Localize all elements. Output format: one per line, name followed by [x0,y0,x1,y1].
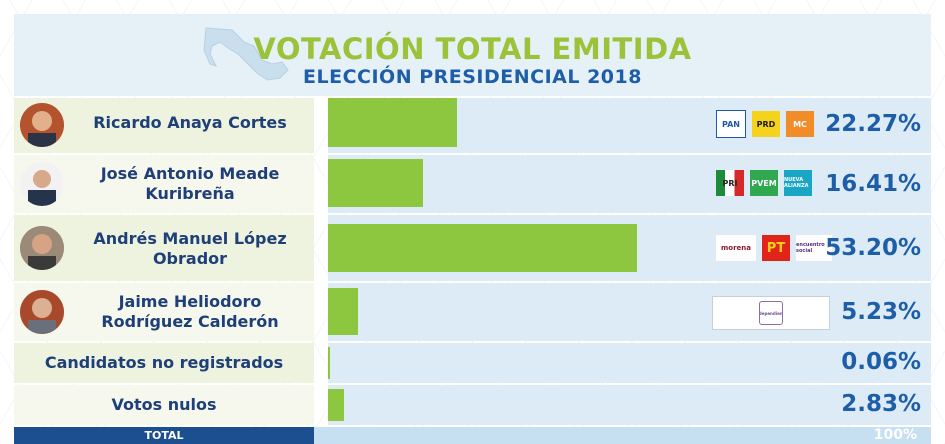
chart-subtitle: ELECCIÓN PRESIDENCIAL 2018 [303,66,642,88]
total-value: 100% [873,427,917,443]
candidate-name-line1: Ricardo Anaya Cortes [93,113,287,132]
candidate-name: José Antonio Meade Kuribreña [70,164,310,204]
vote-bar [328,389,345,421]
party-logo-label: PT [766,240,786,256]
percent-label: 22.27% [825,111,921,137]
candidate-row-amlo: Andrés Manuel López Obrador morena PT en… [14,215,931,281]
row-label: Candidatos no registrados [44,353,284,372]
party-logo-label: morena [720,244,751,252]
party-logo-pan-icon: PAN [716,110,746,138]
name-cell [14,155,314,213]
candidate-name: Jaime Heliodoro Rodríguez Calderón [70,292,310,332]
bar-area [328,385,688,425]
bar-area [328,343,688,383]
mexico-map-icon [203,27,289,81]
percent-label: 2.83% [841,391,921,417]
candidate-name-line2: Rodríguez Calderón [101,312,279,331]
vote-bar [328,224,637,272]
candidate-name-line1: Andrés Manuel López [93,229,287,248]
party-logo-mc-icon: MC [786,111,814,137]
party-logos: PRI PVEM NUEVA ALIANZA [716,170,812,196]
total-row: TOTAL 100% [14,427,931,444]
bar-area [328,98,688,153]
party-logos: morena PT encuentro social [716,235,832,261]
percent-label: 5.23% [841,299,921,325]
row-no-registrados: Candidatos no registrados 0.06% [14,343,931,383]
percent-area: 0.06% [688,343,931,383]
vote-bar [328,288,359,335]
candidate-name: Ricardo Anaya Cortes [70,113,310,133]
party-logo-label: PVEM [751,178,777,188]
vote-bar [328,98,458,147]
party-logo-pvem-icon: PVEM [750,170,778,196]
party-percent-area: independiente 5.23% [688,283,931,341]
candidate-photo-avatar [20,226,64,270]
party-logo-pri-icon: PRI [716,170,744,196]
row-label: Votos nulos [111,395,217,414]
candidate-name-line2: Kuribreña [145,184,235,203]
name-cell [14,343,314,383]
candidate-name-line1: Jaime Heliodoro [118,292,262,311]
party-logos: PAN PRD MC [716,110,814,138]
total-bar: 100% [314,427,931,444]
party-logo-label: encuentro social [796,242,825,254]
party-logo-nueva-alianza-icon: NUEVA ALIANZA [784,170,812,196]
party-percent-area: PRI PVEM NUEVA ALIANZA 16.41% [688,155,931,213]
party-logo-label: independiente [759,310,783,316]
party-percent-area: PAN PRD MC 22.27% [688,98,931,153]
total-label: TOTAL [14,427,314,444]
percent-area: 2.83% [688,385,931,425]
party-logo-label: PRI [722,178,738,188]
party-logo-prd-icon: PRD [752,111,780,137]
chart-title: VOTACIÓN TOTAL EMITIDA [253,32,692,66]
candidate-photo-avatar [20,103,64,147]
percent-label: 16.41% [825,171,921,197]
vote-bar [328,347,330,379]
row-votos-nulos: Votos nulos 2.83% [14,385,931,425]
candidate-name-line2: Obrador [152,249,228,268]
name-cell [14,385,314,425]
candidate-row-anaya: Ricardo Anaya Cortes PAN PRD MC 22.27% [14,98,931,153]
party-logo-label: PAN [721,119,740,129]
party-logo-label: NUEVA ALIANZA [784,177,809,189]
candidate-photo-avatar [20,290,64,334]
bar-area [328,215,688,281]
party-logo-pt-icon: PT [762,235,790,261]
party-percent-area: morena PT encuentro social 53.20% [688,215,931,281]
independent-logo-box: independiente [712,296,830,330]
party-logo-label: MC [793,119,807,129]
chart-header: VOTACIÓN TOTAL EMITIDA ELECCIÓN PRESIDEN… [14,14,931,96]
vote-bar [328,159,424,207]
percent-label: 0.06% [841,349,921,375]
candidate-photo-avatar [20,162,64,206]
party-logo-label: PRD [756,119,776,129]
name-cell [14,283,314,341]
party-logo-morena-icon: morena [716,235,756,261]
party-logo-encuentro-social-icon: encuentro social [796,235,832,261]
name-cell [14,98,314,153]
candidate-name-line1: José Antonio Meade [100,164,280,183]
bar-area [328,155,688,213]
bar-area [328,283,688,341]
percent-label: 53.20% [825,235,921,261]
candidate-name: Andrés Manuel López Obrador [70,229,310,269]
candidate-row-rodriguez: Jaime Heliodoro Rodríguez Calderón indep… [14,283,931,341]
independent-candidate-logo-icon: independiente [759,301,783,325]
candidate-row-meade: José Antonio Meade Kuribreña PRI PVEM NU… [14,155,931,213]
name-cell [14,215,314,281]
